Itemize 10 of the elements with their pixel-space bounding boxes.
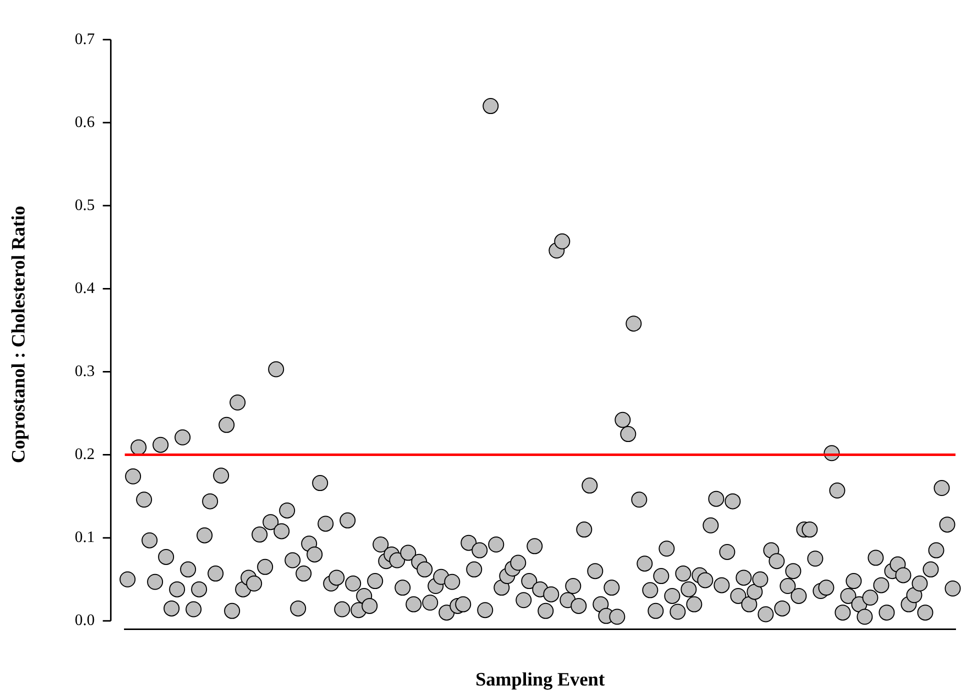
y-tick-label: 0.3 (74, 362, 95, 380)
y-tick-label: 0.4 (74, 280, 95, 297)
y-tick-label: 0.1 (74, 529, 95, 546)
y-tick-label: 0.0 (74, 612, 95, 630)
y-axis-title: Coprostanol : Cholesterol Ratio (8, 206, 30, 464)
y-tick-label: 0.7 (74, 30, 95, 48)
y-tick-label: 0.6 (74, 114, 95, 131)
x-axis-title: Sampling Event (475, 670, 606, 691)
y-tick-label: 0.2 (74, 446, 95, 464)
y-tick-label: 0.5 (74, 196, 95, 214)
